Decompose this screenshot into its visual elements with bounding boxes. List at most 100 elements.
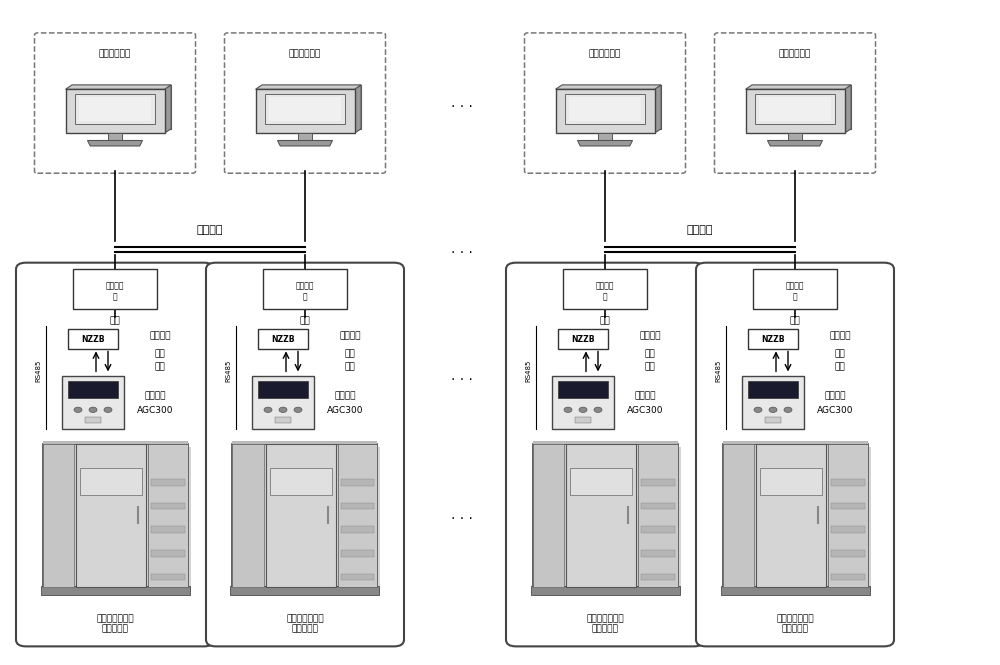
Text: 开入: 开入	[835, 349, 845, 358]
FancyBboxPatch shape	[570, 467, 632, 495]
FancyBboxPatch shape	[41, 585, 190, 595]
FancyBboxPatch shape	[530, 585, 680, 595]
FancyBboxPatch shape	[224, 33, 385, 173]
FancyBboxPatch shape	[756, 444, 826, 587]
Text: 网络交换: 网络交换	[296, 281, 314, 291]
FancyBboxPatch shape	[566, 444, 636, 587]
FancyBboxPatch shape	[341, 573, 374, 580]
Text: AGC300: AGC300	[817, 406, 853, 415]
Polygon shape	[66, 89, 164, 133]
Polygon shape	[788, 133, 802, 140]
Text: 机: 机	[113, 293, 117, 302]
Polygon shape	[562, 85, 661, 129]
Polygon shape	[164, 85, 171, 133]
FancyBboxPatch shape	[151, 527, 185, 533]
FancyBboxPatch shape	[831, 527, 864, 533]
Polygon shape	[565, 94, 645, 124]
Circle shape	[264, 407, 272, 412]
Text: 综保装置: 综保装置	[339, 331, 361, 340]
Text: 再生制动能量电: 再生制动能量电	[286, 614, 324, 623]
Text: AGC300: AGC300	[627, 406, 663, 415]
Text: 站内综合监控: 站内综合监控	[99, 50, 131, 59]
FancyBboxPatch shape	[641, 573, 674, 580]
FancyBboxPatch shape	[206, 263, 404, 646]
Text: . . .: . . .	[451, 242, 473, 257]
Polygon shape	[72, 85, 171, 129]
Text: 站内综合监控: 站内综合监控	[779, 50, 811, 59]
Polygon shape	[277, 140, 332, 146]
FancyBboxPatch shape	[532, 440, 678, 444]
FancyBboxPatch shape	[641, 527, 674, 533]
FancyBboxPatch shape	[151, 573, 185, 580]
Text: 机: 机	[603, 293, 607, 302]
FancyBboxPatch shape	[524, 33, 686, 173]
FancyBboxPatch shape	[151, 550, 185, 557]
Text: NZZB: NZZB	[571, 334, 595, 344]
Text: 容储能装置: 容储能装置	[592, 624, 618, 634]
Text: 控制系统: 控制系统	[824, 391, 846, 400]
FancyBboxPatch shape	[230, 585, 379, 595]
Text: RS485: RS485	[525, 360, 531, 382]
FancyBboxPatch shape	[62, 376, 124, 428]
FancyBboxPatch shape	[338, 444, 377, 587]
Text: 机: 机	[793, 293, 797, 302]
FancyBboxPatch shape	[641, 503, 674, 509]
Text: 网线: 网线	[300, 316, 310, 325]
FancyBboxPatch shape	[258, 380, 308, 398]
FancyBboxPatch shape	[68, 329, 118, 349]
Text: 开出: 开出	[835, 362, 845, 372]
FancyBboxPatch shape	[148, 444, 188, 587]
Circle shape	[594, 407, 602, 412]
Polygon shape	[108, 133, 122, 140]
Circle shape	[104, 407, 112, 412]
Text: 站内综合监控: 站内综合监控	[289, 50, 321, 59]
Text: 网络交换: 网络交换	[596, 281, 614, 291]
Polygon shape	[752, 85, 851, 129]
Text: 控制系统: 控制系统	[144, 391, 166, 400]
Polygon shape	[66, 85, 171, 89]
Text: RS485: RS485	[225, 360, 231, 382]
Polygon shape	[768, 140, 822, 146]
Polygon shape	[265, 94, 345, 124]
Text: NZZB: NZZB	[761, 334, 785, 344]
FancyBboxPatch shape	[73, 269, 157, 309]
Text: 网线: 网线	[790, 316, 800, 325]
FancyBboxPatch shape	[232, 444, 264, 587]
FancyBboxPatch shape	[34, 33, 196, 173]
FancyBboxPatch shape	[76, 444, 146, 587]
FancyBboxPatch shape	[270, 467, 332, 495]
Polygon shape	[269, 97, 341, 121]
Circle shape	[769, 407, 777, 412]
FancyBboxPatch shape	[68, 380, 118, 398]
Polygon shape	[354, 85, 361, 133]
FancyBboxPatch shape	[275, 418, 291, 423]
Text: 开出: 开出	[645, 362, 655, 372]
FancyBboxPatch shape	[151, 479, 185, 486]
Text: . . .: . . .	[451, 96, 473, 110]
Polygon shape	[598, 133, 612, 140]
Polygon shape	[755, 94, 835, 124]
Polygon shape	[569, 97, 641, 121]
FancyBboxPatch shape	[765, 418, 781, 423]
FancyBboxPatch shape	[532, 444, 678, 587]
Circle shape	[294, 407, 302, 412]
FancyBboxPatch shape	[85, 418, 101, 423]
FancyBboxPatch shape	[753, 269, 837, 309]
Text: NZZB: NZZB	[81, 334, 105, 344]
FancyBboxPatch shape	[726, 447, 870, 591]
Text: 开入: 开入	[345, 349, 355, 358]
FancyBboxPatch shape	[266, 444, 336, 587]
Text: 开入: 开入	[155, 349, 165, 358]
FancyBboxPatch shape	[341, 550, 374, 557]
FancyBboxPatch shape	[43, 444, 188, 587]
Text: 综保装置: 综保装置	[149, 331, 171, 340]
Polygon shape	[759, 97, 831, 121]
FancyBboxPatch shape	[252, 376, 314, 428]
FancyBboxPatch shape	[831, 479, 864, 486]
Text: 再生制动能量电: 再生制动能量电	[586, 614, 624, 623]
FancyBboxPatch shape	[641, 550, 674, 557]
FancyBboxPatch shape	[714, 33, 876, 173]
FancyBboxPatch shape	[80, 467, 142, 495]
Polygon shape	[256, 85, 361, 89]
Polygon shape	[844, 85, 851, 133]
